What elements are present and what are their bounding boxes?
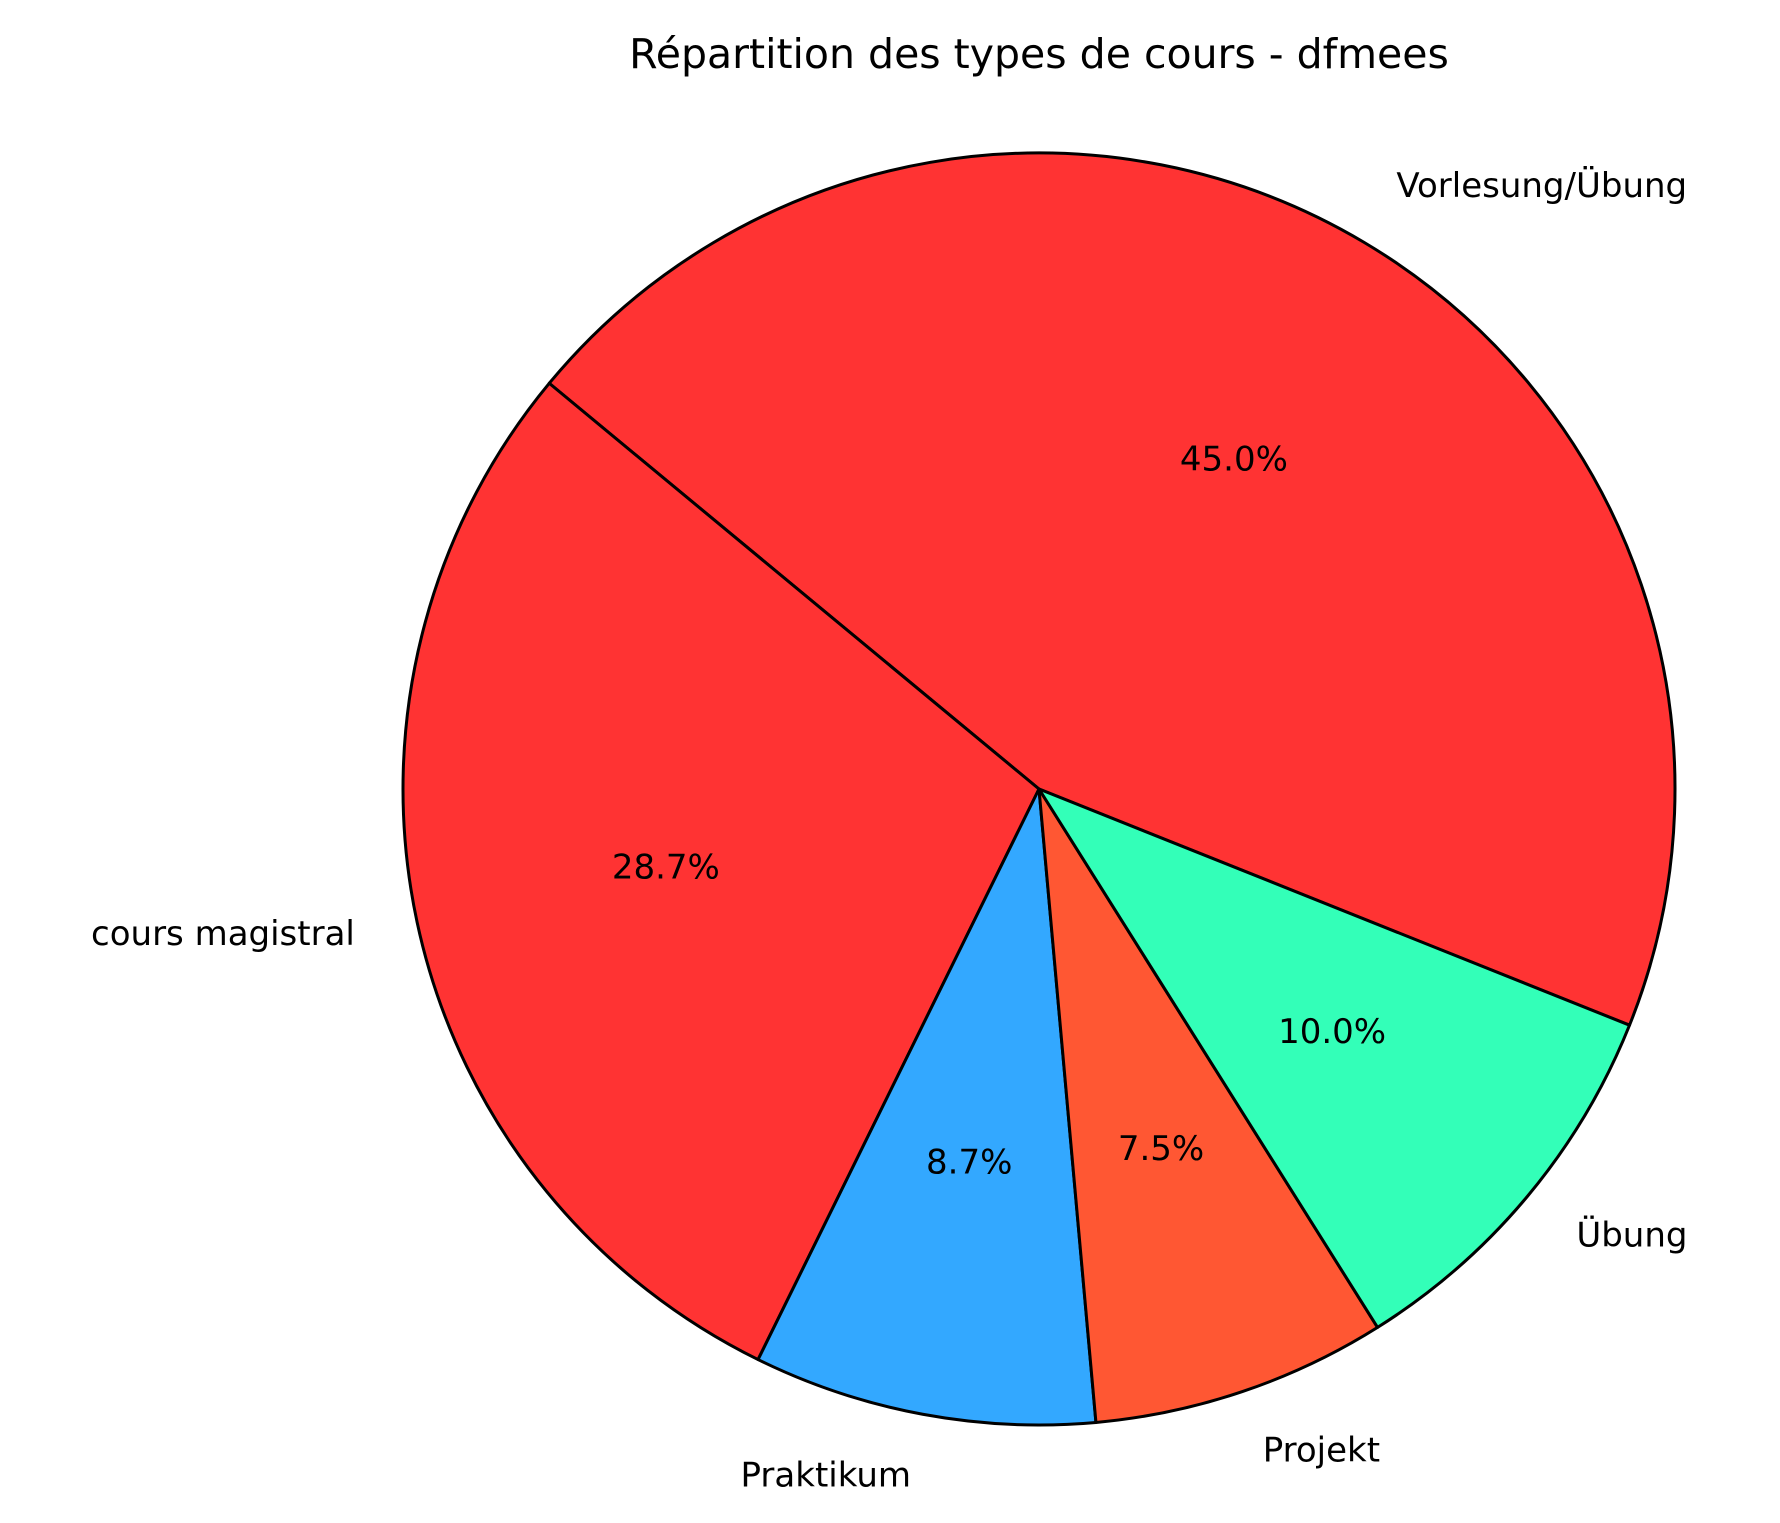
pie-slice xyxy=(401,381,1041,1362)
value-label: 45.0% xyxy=(1180,439,1288,479)
slice-label: Übung xyxy=(1576,1214,1687,1255)
pie-slice xyxy=(1037,787,1632,1329)
slice-label: Praktikum xyxy=(741,1455,912,1495)
chart-title: Répartition des types de cours - dfmees xyxy=(629,30,1449,78)
slice-label: cours magistral xyxy=(91,914,355,954)
pie-slice xyxy=(547,151,1677,1027)
slice-label: Projekt xyxy=(1263,1430,1380,1470)
slice-label: Vorlesung/Übung xyxy=(1396,165,1687,206)
value-label: 10.0% xyxy=(1278,1012,1386,1052)
pie-slice xyxy=(1037,787,1380,1424)
pie-slice xyxy=(756,787,1098,1427)
value-label: 7.5% xyxy=(1118,1129,1204,1169)
value-label: 8.7% xyxy=(926,1143,1012,1183)
value-label: 28.7% xyxy=(612,847,720,887)
